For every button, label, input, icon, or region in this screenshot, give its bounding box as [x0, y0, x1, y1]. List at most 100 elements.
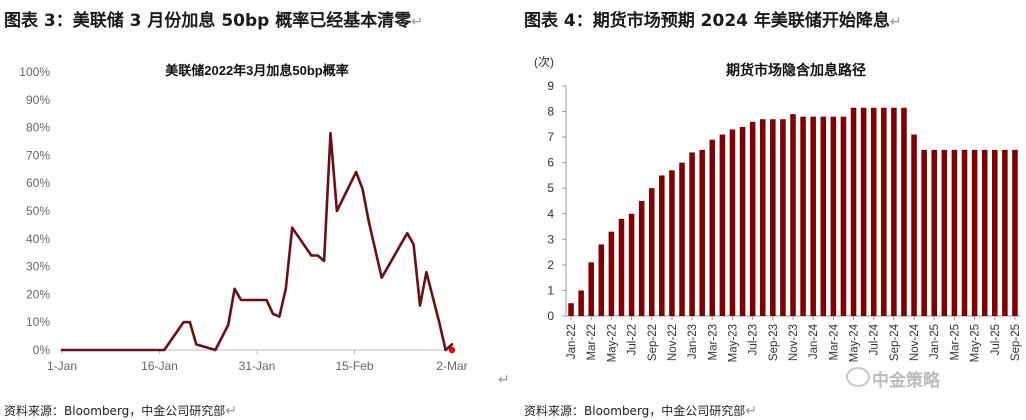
left-y-tick-label: 0% [33, 343, 51, 357]
left-x-tick-label: 15-Feb [335, 359, 373, 373]
right-bar [820, 116, 827, 317]
right-bar [931, 149, 938, 316]
left-y-tick-label: 100% [19, 65, 50, 79]
right-y-tick-label: 1 [547, 283, 554, 297]
right-y-tick-label: 2 [547, 258, 554, 272]
left-x-tick-label: 1-Jan [47, 359, 77, 373]
right-x-tick-label: Mar-22 [586, 324, 598, 360]
right-bar [810, 116, 816, 317]
right-bar [618, 218, 625, 316]
right-bar [790, 114, 796, 316]
right-x-tick-label: Jul-25 [990, 324, 1002, 355]
left-figure-title: 图表 3：美联储 3 月份加息 50bp 概率已经基本清零↵ [4, 11, 423, 31]
watermark: 中金策略 [872, 371, 940, 391]
right-x-tick-label: May-22 [606, 324, 618, 362]
left-y-tick-label: 10% [26, 315, 50, 329]
right-bar [971, 149, 978, 316]
right-x-tick-label: Jan-24 [808, 323, 820, 359]
right-bar [628, 213, 635, 316]
right-bar [921, 149, 927, 316]
right-x-tick-label: May-24 [849, 323, 861, 362]
right-x-tick-label: Jan-22 [566, 324, 578, 359]
right-bar [699, 149, 705, 316]
right-bar [608, 231, 615, 316]
left-y-tick-label: 30% [26, 260, 50, 274]
right-unit-label: (次) [534, 55, 554, 69]
right-bar [881, 107, 887, 316]
right-x-tick-label: Mar-23 [707, 324, 719, 360]
right-x-tick-label: Jan-25 [929, 324, 941, 359]
right-bar [992, 149, 998, 316]
right-x-tick-label: Jul-23 [748, 324, 760, 355]
right-source-note: 资料来源：Bloomberg，中金公司研究部↵ [524, 403, 758, 419]
right-bar [860, 107, 867, 316]
right-y-tick-label: 0 [547, 309, 554, 323]
right-bar [659, 175, 665, 316]
right-x-tick-label: Sep-22 [647, 324, 659, 361]
right-bar [638, 201, 645, 316]
left-x-tick-label: 16-Jan [141, 359, 178, 373]
left-source-note: 资料来源：Bloomberg，中金公司研究部↵ [4, 403, 238, 419]
left-x-tick-label: 2-Mar [436, 359, 467, 373]
right-bar [749, 121, 756, 317]
right-bar [709, 139, 716, 316]
right-bar [648, 188, 655, 316]
right-y-tick-label: 9 [547, 79, 554, 93]
wechat-icon [846, 367, 870, 387]
left-y-tick-label: 50% [26, 204, 50, 218]
left-y-tick-label: 40% [26, 232, 50, 246]
right-x-tick-label: Mar-25 [949, 324, 961, 360]
right-x-tick-label: Sep-24 [889, 323, 901, 361]
left-y-tick-label: 80% [26, 121, 50, 135]
right-bar [739, 126, 746, 316]
right-y-tick-label: 4 [547, 207, 554, 221]
right-x-tick-label: May-25 [970, 324, 982, 362]
right-bar [840, 116, 847, 317]
right-bar [568, 303, 574, 316]
right-y-tick-label: 7 [547, 130, 554, 144]
left-y-tick-label: 70% [26, 148, 50, 162]
right-bar [961, 149, 968, 316]
right-bar [770, 119, 776, 316]
right-bar [911, 134, 917, 316]
right-x-tick-label: Jan-23 [687, 324, 699, 359]
left-x-tick-label: 31-Jan [239, 359, 276, 373]
right-y-tick-label: 5 [547, 181, 554, 195]
right-bar [830, 116, 837, 317]
left-series-line [60, 131, 454, 352]
right-figure-title: 图表 4：期货市场预期 2024 年美联储开始降息↵ [524, 11, 902, 31]
right-x-tick-label: Nov-23 [788, 324, 800, 361]
right-bar [578, 290, 584, 316]
right-bar [1012, 149, 1018, 316]
left-last-point-marker [448, 346, 456, 354]
left-y-tick-label: 20% [26, 287, 50, 301]
right-bar [689, 152, 695, 316]
right-bar [719, 134, 726, 316]
left-y-tick-label: 60% [26, 176, 50, 190]
right-x-tick-label: Mar-24 [828, 323, 840, 360]
right-chart-title: 期货市场隐含加息路径 [726, 62, 866, 78]
right-bar [951, 149, 958, 316]
right-bar [780, 119, 786, 316]
right-y-tick-label: 8 [547, 105, 554, 119]
paragraph-mark: ↵ [498, 372, 510, 388]
right-y-tick-label: 6 [547, 156, 554, 170]
right-x-tick-label: May-23 [727, 324, 739, 362]
right-y-tick-label: 3 [547, 232, 554, 246]
right-x-tick-label: Sep-25 [1010, 324, 1022, 361]
left-chart-title: 美联储2022年3月加息50bp概率 [165, 63, 349, 78]
right-bar [598, 244, 605, 316]
right-bar [981, 149, 988, 316]
right-bar [1002, 149, 1008, 316]
right-x-tick-label: Nov-24 [909, 323, 921, 361]
right-bar [800, 116, 806, 317]
right-bar [759, 119, 766, 316]
right-x-tick-label: Sep-23 [768, 324, 780, 361]
right-bar [679, 162, 685, 316]
right-bar [870, 107, 877, 316]
right-x-tick-label: Nov-22 [667, 324, 679, 361]
right-bar [850, 107, 857, 316]
right-x-tick-label: Jul-24 [869, 323, 881, 355]
right-bar [669, 170, 675, 316]
